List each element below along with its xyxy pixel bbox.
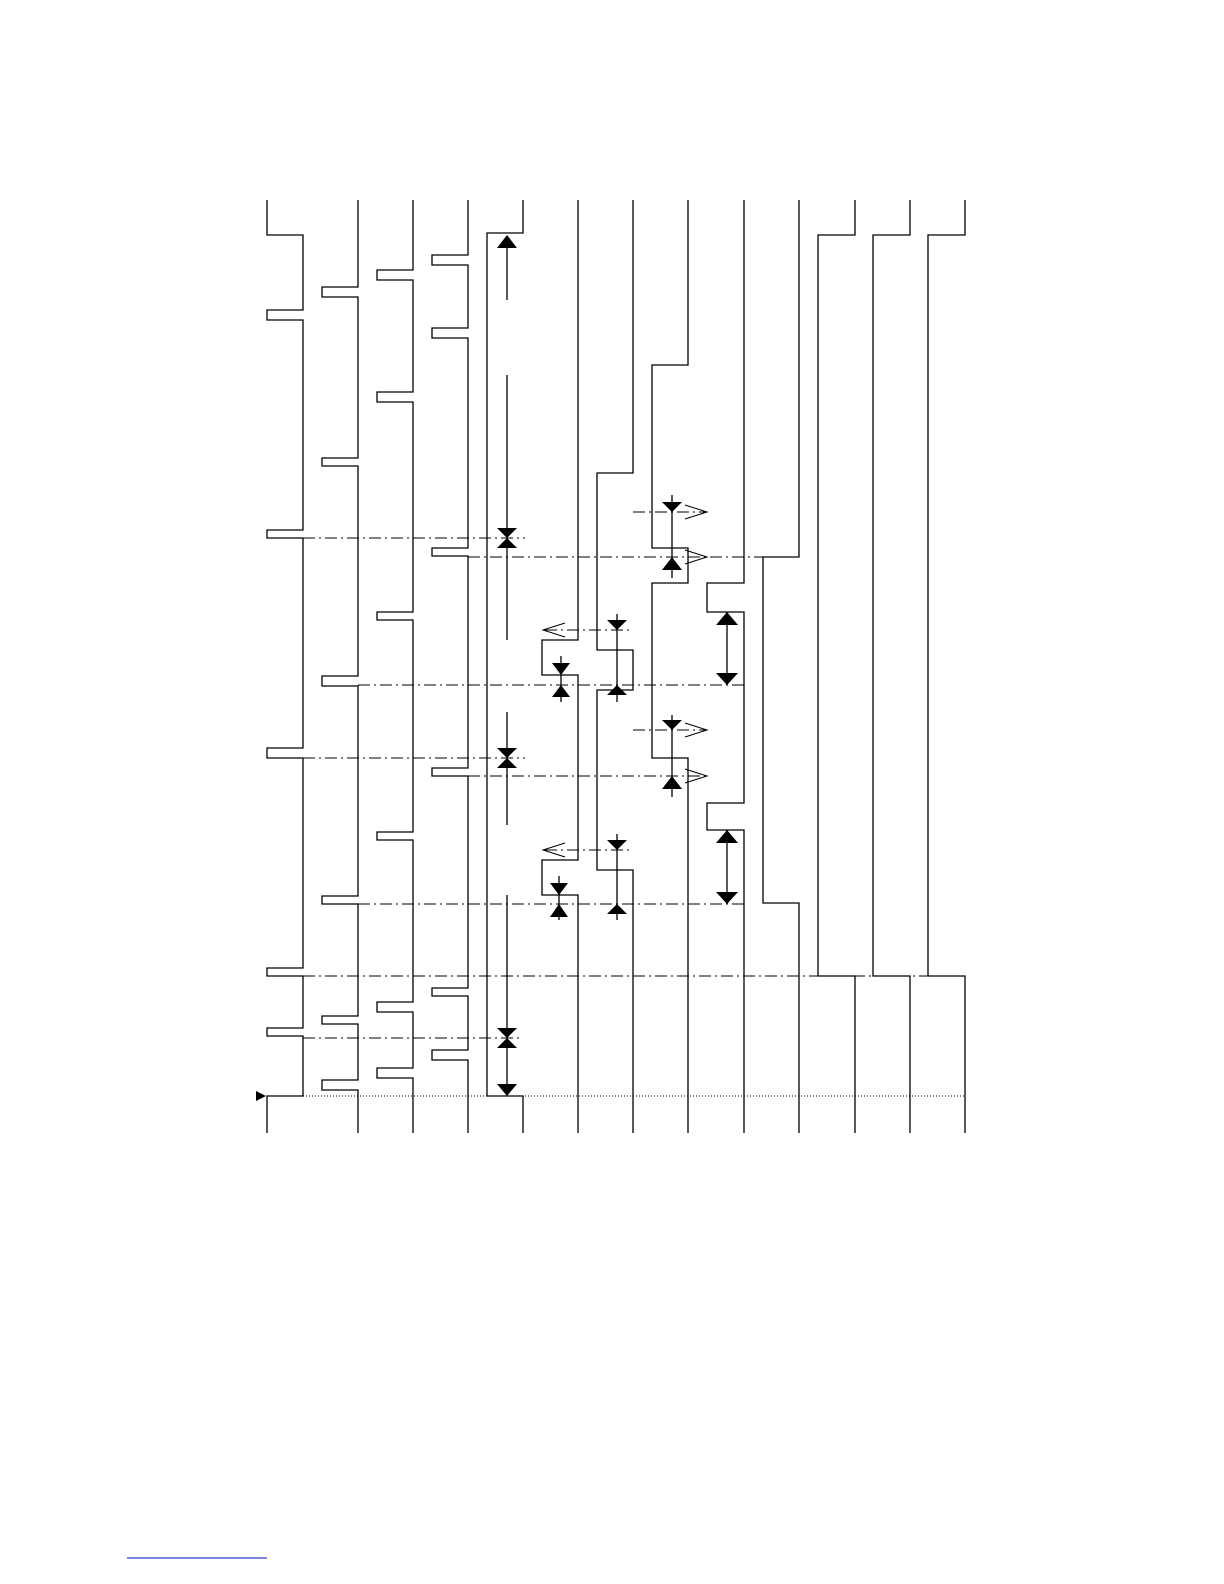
waveform xyxy=(651,200,689,1133)
open-arrow xyxy=(684,504,709,520)
arrowhead xyxy=(716,673,738,685)
arrowhead xyxy=(662,776,682,789)
waveform xyxy=(321,200,359,1133)
start-marker xyxy=(256,1091,266,1101)
waveform xyxy=(596,200,634,1133)
arrowhead xyxy=(716,892,738,904)
arrowhead xyxy=(497,538,517,548)
arrowhead xyxy=(662,720,682,730)
waveform xyxy=(431,200,469,1133)
arrowhead xyxy=(497,758,517,768)
waveform xyxy=(486,200,524,1133)
waveform xyxy=(927,200,966,1133)
waveform xyxy=(817,200,856,1133)
waveform xyxy=(706,200,745,1133)
sync-lines xyxy=(256,511,965,1101)
open-arrow xyxy=(684,722,709,738)
arrowhead xyxy=(607,904,627,914)
waveform xyxy=(762,200,800,1133)
arrowhead xyxy=(607,620,627,630)
arrowhead xyxy=(497,748,517,758)
arrowhead xyxy=(716,612,738,625)
arrowhead xyxy=(716,830,738,843)
open-arrow xyxy=(684,549,709,565)
arrowhead xyxy=(607,685,627,695)
open-arrow xyxy=(541,842,566,858)
arrowhead xyxy=(550,904,568,917)
interval-arrows xyxy=(497,235,738,1096)
open-arrow xyxy=(684,768,709,784)
waveform xyxy=(541,200,579,1133)
waveform xyxy=(266,200,304,1133)
arrowhead xyxy=(497,1084,517,1096)
arrowhead xyxy=(497,1038,517,1048)
arrowhead xyxy=(607,840,627,850)
waveforms xyxy=(266,200,966,1133)
arrowhead xyxy=(550,883,568,895)
arrowhead xyxy=(552,685,570,697)
arrowhead xyxy=(662,502,682,512)
arrowhead xyxy=(497,1028,517,1038)
arrowhead xyxy=(662,557,682,570)
open-arrow xyxy=(541,622,566,638)
waveform xyxy=(872,200,911,1133)
arrowhead xyxy=(497,235,517,248)
waveform xyxy=(376,200,414,1133)
arrowhead xyxy=(497,528,517,538)
arrowhead xyxy=(552,663,570,675)
